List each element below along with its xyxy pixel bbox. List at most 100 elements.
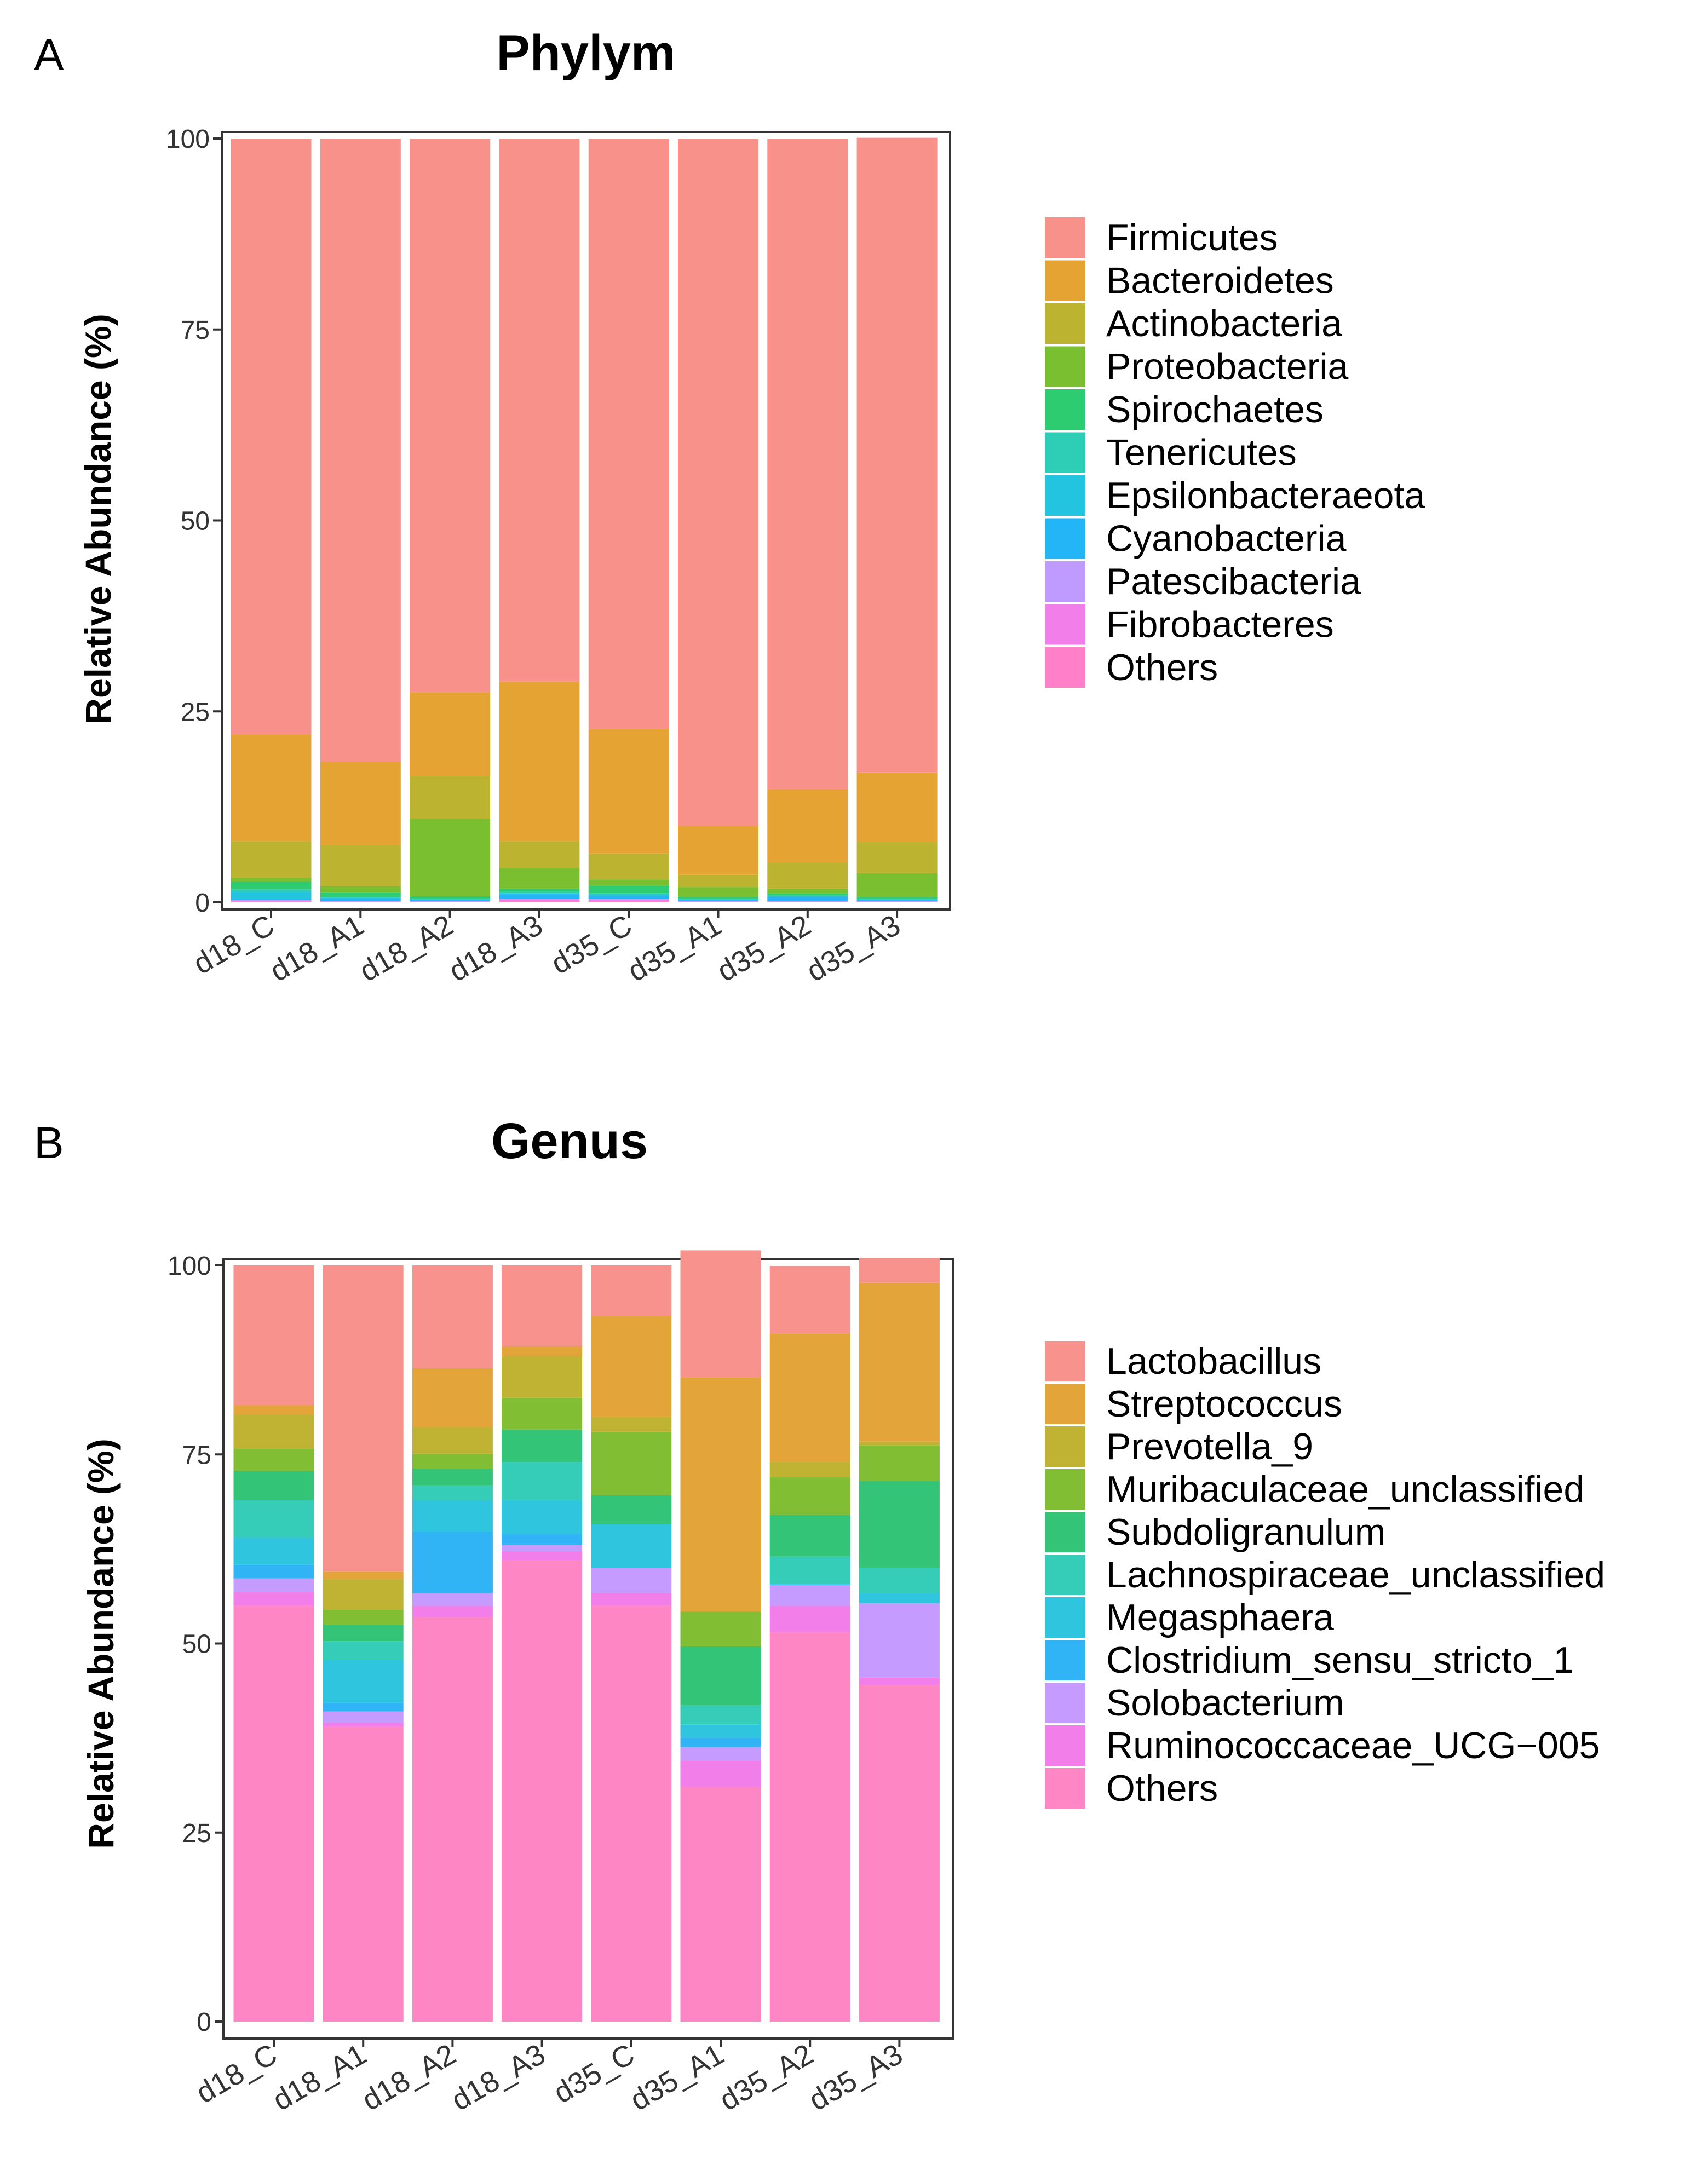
bar-segment-actinobacteria [231, 841, 312, 878]
legend-label-firmicutes: Firmicutes [1106, 217, 1278, 258]
panel-letter-a: A [34, 30, 64, 80]
panel-letter-b: B [34, 1118, 64, 1168]
bar-segment-cyanobacteria [410, 900, 491, 901]
bar-segment-ruminococcaceae-ucg-005 [233, 1592, 314, 1606]
bar-segment-ruminococcaceae-ucg-005 [323, 1723, 404, 1727]
bar-segment-firmicutes [231, 139, 312, 735]
bar-segment-spirochaetes [856, 897, 938, 899]
bar-segment-muribaculaceae-unclassified [769, 1477, 850, 1515]
bar-segment-firmicutes [410, 139, 491, 693]
legend-swatch-proteobacteria [1045, 346, 1085, 387]
bar-segment-subdoligranulum [502, 1429, 583, 1463]
bar-segment-megasphaera [859, 1592, 940, 1604]
bar-segment-epsilonbacteraeota [320, 897, 401, 899]
bar-segment-proteobacteria [499, 868, 580, 889]
bar-segment-tenericutes [767, 895, 848, 896]
x-tick-label: d35_A1 [625, 2037, 729, 2117]
legend-label-ruminococcaceae-ucg-005: Ruminococcaceae_UCG−005 [1106, 1725, 1600, 1766]
legend-swatch-epsilonbacteraeota [1045, 475, 1085, 516]
bar-segment-actinobacteria [856, 842, 938, 873]
y-tick-label: 25 [181, 698, 210, 727]
legend-label-solobacterium: Solobacterium [1106, 1682, 1344, 1724]
bar-segment-others [680, 1787, 761, 2022]
legend-label-prevotella-9: Prevotella_9 [1106, 1426, 1313, 1467]
legend-label-actinobacteria: Actinobacteria [1106, 303, 1342, 344]
bar-segment-spirochaetes [588, 885, 669, 894]
bar-segment-megasphaera [233, 1538, 314, 1565]
bar-segment-lactobacillus [680, 1250, 761, 1378]
bar-segment-solobacterium [680, 1747, 761, 1761]
bar-segment-megasphaera [680, 1724, 761, 1738]
bar-segment-solobacterium [502, 1545, 583, 1552]
legend-swatch-bacteroidetes [1045, 260, 1085, 301]
bar-segment-ruminococcaceae-ucg-005 [859, 1677, 940, 1685]
bar-segment-patescibacteria [231, 900, 312, 901]
bar-segment-cyanobacteria [588, 896, 669, 899]
bar-segment-streptococcus [233, 1405, 314, 1415]
bar-segment-others [323, 1726, 404, 2022]
bar-segment-spirochaetes [320, 892, 401, 897]
bar-segment-others [412, 1617, 493, 2022]
bar-segment-muribaculaceae-unclassified [502, 1397, 583, 1430]
legend-swatch-subdoligranulum [1045, 1512, 1085, 1552]
bar-segment-bacteroidetes [320, 762, 401, 845]
bar-segment-clostridium-sensu-stricto-1 [233, 1564, 314, 1579]
bar-segment-lachnospiraceae-unclassified [233, 1500, 314, 1538]
bar-segment-cyanobacteria [231, 899, 312, 900]
bar-segment-others [591, 1605, 672, 2022]
bar-segment-prevotella-9 [412, 1427, 493, 1454]
bar-segment-solobacterium [412, 1592, 493, 1606]
x-tick-label: d35_A3 [801, 908, 906, 988]
y-tick-label: 100 [168, 1252, 211, 1281]
legend-label-streptococcus: Streptococcus [1106, 1383, 1342, 1425]
bar-segment-ruminococcaceae-ucg-005 [769, 1605, 850, 1632]
bar-segment-solobacterium [323, 1711, 404, 1723]
legend-label-cyanobacteria: Cyanobacteria [1106, 518, 1347, 560]
bar-segment-others [859, 1685, 940, 2022]
bar-segment-lactobacillus [769, 1266, 850, 1334]
bar-segment-lachnospiraceae-unclassified [859, 1568, 940, 1593]
bar-segment-firmicutes [767, 139, 848, 790]
legend-label-spirochaetes: Spirochaetes [1106, 389, 1324, 430]
y-tick-label: 75 [181, 316, 210, 345]
bar-segment-tenericutes [499, 891, 580, 894]
legend-swatch-lactobacillus [1045, 1341, 1085, 1381]
bar-segment-muribaculaceae-unclassified [412, 1453, 493, 1469]
bar-segment-proteobacteria [767, 888, 848, 894]
bar-segment-others [769, 1632, 850, 2022]
bar-segment-lachnospiraceae-unclassified [502, 1462, 583, 1500]
x-tick-label: d18_C [188, 908, 280, 981]
bar-segment-streptococcus [769, 1333, 850, 1463]
bar-segment-prevotella-9 [859, 1441, 940, 1446]
bar-segment-solobacterium [591, 1568, 672, 1593]
legend-label-muribaculaceae-unclassified: Muribaculaceae_unclassified [1106, 1469, 1584, 1510]
legend-swatch-fibrobacteres [1045, 604, 1085, 645]
bar-segment-epsilonbacteraeota [231, 891, 312, 899]
y-tick-label: 75 [182, 1441, 211, 1470]
bar-segment-bacteroidetes [231, 734, 312, 842]
bar-segment-epsilonbacteraeota [678, 899, 758, 900]
legend-label-epsilonbacteraeota: Epsilonbacteraeota [1106, 475, 1425, 516]
legend-label-others: Others [1106, 1767, 1218, 1809]
bar-segment-prevotella-9 [502, 1356, 583, 1398]
legend-swatch-muribaculaceae-unclassified [1045, 1469, 1085, 1510]
bar-segment-bacteroidetes [410, 692, 491, 776]
bar-segment-subdoligranulum [233, 1471, 314, 1500]
x-tick-label: d35_A1 [622, 908, 727, 988]
y-tick-label: 50 [182, 1630, 211, 1659]
legend-swatch-actinobacteria [1045, 303, 1085, 344]
chart-title-genus: Genus [491, 1113, 648, 1169]
legend-swatch-patescibacteria [1045, 561, 1085, 602]
bar-segment-lactobacillus [859, 1258, 940, 1283]
bar-segment-firmicutes [499, 139, 580, 682]
bar-segment-proteobacteria [231, 878, 312, 882]
bar-segment-cyanobacteria [320, 899, 401, 901]
bar-segment-spirochaetes [767, 893, 848, 896]
bar-segment-ruminococcaceae-ucg-005 [591, 1592, 672, 1606]
legend-b: LactobacillusStreptococcusPrevotella_9Mu… [1045, 1340, 1605, 1809]
bar-segment-actinobacteria [320, 845, 401, 886]
stacked-bar-chart-b: 0255075100d18_Cd18_A1d18_A2d18_A3d35_Cd3… [168, 1250, 940, 2117]
stacked-bar-chart-a: 0255075100d18_Cd18_A1d18_A2d18_A3d35_Cd3… [166, 125, 938, 988]
legend-label-fibrobacteres: Fibrobacteres [1106, 604, 1334, 646]
